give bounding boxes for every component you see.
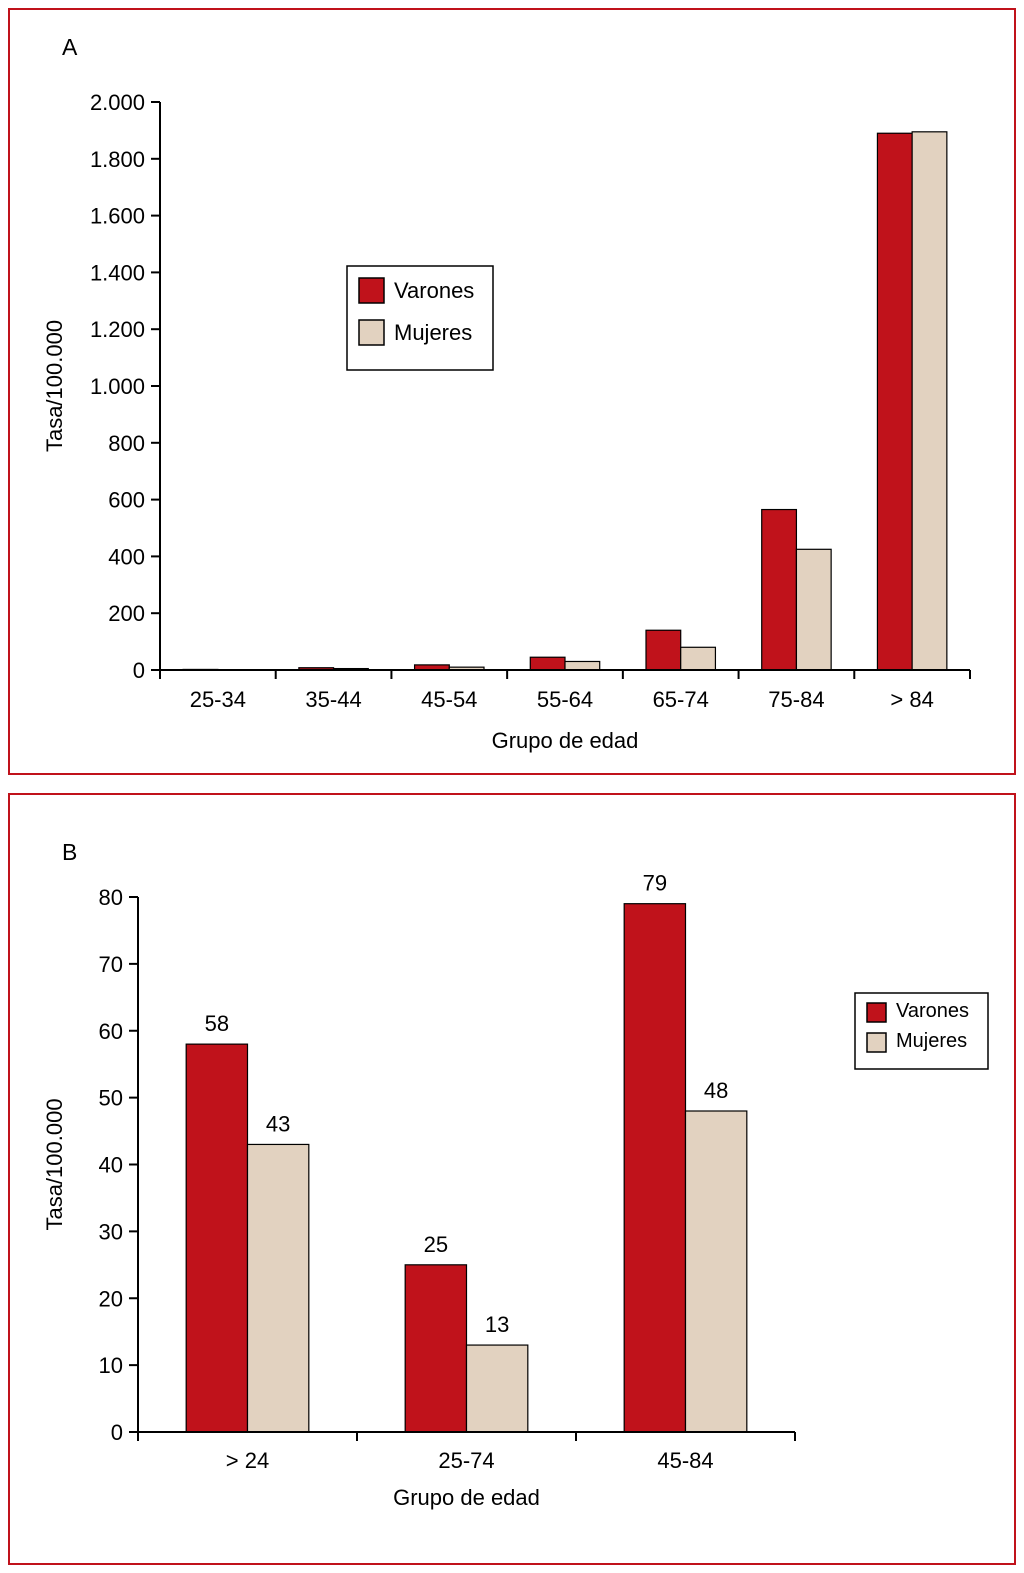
y-tick-label: 30 (99, 1219, 123, 1244)
y-tick-label: 1.800 (90, 147, 145, 172)
panel-a-letter: A (62, 34, 78, 60)
bar-value-label: 13 (485, 1312, 509, 1337)
y-tick-label: 400 (108, 544, 145, 569)
x-tick-label: > 24 (226, 1448, 269, 1473)
bar-mujeres (246, 1143, 310, 1433)
x-tick-label: 35-44 (305, 687, 361, 712)
bar-varones (529, 656, 566, 671)
x-tick-label: 45-54 (421, 687, 477, 712)
y-tick-label: 50 (99, 1086, 123, 1111)
bar-varones (185, 1043, 249, 1433)
y-axis-title: Tasa/100.000 (42, 320, 67, 452)
bar-mujeres (795, 548, 832, 671)
legend-swatch-mujeres (866, 1032, 887, 1053)
panel-b-bar-chart: 0 10 20 30 40 50 60 70 80 > 24 58 43 25-74 25 13 45-84 7… (42, 871, 989, 1510)
y-tick-label: 800 (108, 431, 145, 456)
figure-page: A 0 200 400 600 800 1.000 1.200 1.400 1.600 1.800… (0, 8, 1024, 1565)
bar-varones (623, 903, 687, 1433)
y-tick-label: 2.000 (90, 90, 145, 115)
x-axis-title: Grupo de edad (492, 728, 639, 753)
y-tick-label: 10 (99, 1353, 123, 1378)
legend-swatch-varones (358, 277, 385, 304)
bar-mujeres (680, 646, 717, 671)
bar-value-label: 79 (643, 871, 667, 896)
bar-varones (404, 1264, 468, 1433)
panel-a-bar-chart: 0 200 400 600 800 1.000 1.200 1.400 1.600 1.800 2.… (42, 90, 971, 753)
legend-swatch-mujeres (358, 319, 385, 346)
x-tick-label: 55-64 (537, 687, 593, 712)
y-tick-label: 40 (99, 1153, 123, 1178)
bar-value-label: 25 (424, 1232, 448, 1257)
y-tick-label: 1.200 (90, 317, 145, 342)
panel-b-letter: B (62, 839, 78, 865)
x-axis-title: Grupo de edad (393, 1485, 540, 1510)
x-tick-label: 45-84 (657, 1448, 713, 1473)
bar-varones (876, 132, 913, 671)
legend-label: Mujeres (896, 1030, 967, 1052)
y-tick-label: 0 (111, 1420, 123, 1445)
panel-a: A 0 200 400 600 800 1.000 1.200 1.400 1.600 1.800… (8, 8, 1016, 775)
y-tick-label: 1.600 (90, 204, 145, 229)
bar-mujeres (911, 131, 948, 671)
bar-mujeres (684, 1110, 748, 1433)
y-tick-label: 0 (133, 658, 145, 683)
panel-b: B 0 10 20 30 40 50 60 70 80 > 24 58 43 25-74 25 13 45-8… (8, 793, 1016, 1565)
x-tick-label: 65-74 (653, 687, 709, 712)
legend-label: Varones (896, 1000, 969, 1022)
y-tick-label: 600 (108, 488, 145, 513)
x-tick-label: > 84 (890, 687, 933, 712)
y-tick-label: 200 (108, 601, 145, 626)
y-tick-label: 70 (99, 952, 123, 977)
y-tick-label: 1.000 (90, 374, 145, 399)
y-tick-label: 20 (99, 1286, 123, 1311)
bar-varones (761, 508, 798, 671)
x-tick-label: 25-34 (190, 687, 246, 712)
bar-mujeres (564, 660, 601, 671)
y-axis-title: Tasa/100.000 (42, 1098, 67, 1230)
bar-mujeres (465, 1344, 529, 1433)
y-tick-label: 60 (99, 1019, 123, 1044)
bar-varones (645, 629, 682, 671)
bar-value-label: 43 (266, 1111, 290, 1136)
legend-swatch-varones (866, 1002, 887, 1023)
x-tick-label: 25-74 (438, 1448, 494, 1473)
bar-value-label: 58 (205, 1011, 229, 1036)
bar-value-label: 48 (704, 1078, 728, 1103)
legend-label: Mujeres (394, 320, 472, 345)
x-tick-label: 75-84 (768, 687, 824, 712)
y-tick-label: 80 (99, 885, 123, 910)
y-tick-label: 1.400 (90, 260, 145, 285)
legend-label: Varones (394, 278, 474, 303)
